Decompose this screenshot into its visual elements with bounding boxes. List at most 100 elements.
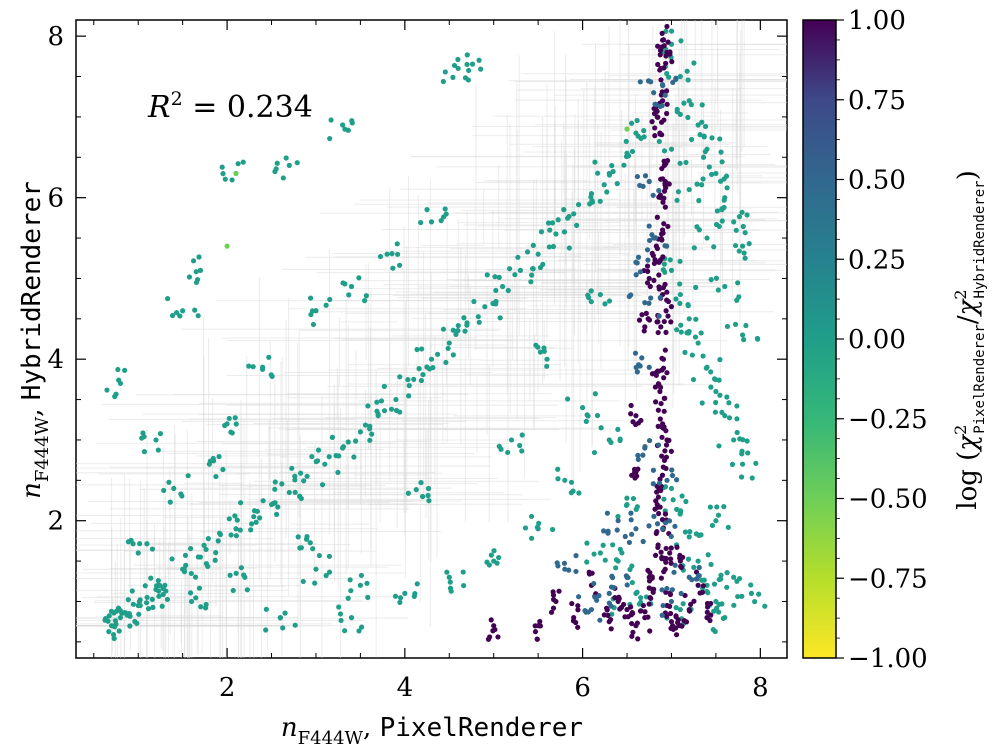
data-point — [629, 148, 636, 155]
data-point — [615, 513, 621, 520]
data-point — [742, 255, 748, 261]
data-point — [662, 92, 668, 98]
data-point — [588, 288, 594, 294]
data-point — [711, 244, 717, 250]
data-point — [678, 329, 684, 335]
data-point — [148, 575, 154, 581]
data-point — [556, 588, 562, 594]
data-point — [488, 552, 494, 558]
colorbar-tick-label: 0.75 — [848, 86, 906, 116]
data-point — [195, 313, 201, 319]
data-point — [714, 208, 720, 214]
data-point — [326, 454, 332, 460]
data-point — [117, 615, 124, 621]
data-point — [222, 422, 228, 429]
data-point — [161, 487, 167, 494]
data-point — [638, 595, 644, 601]
data-point — [651, 513, 657, 519]
data-point — [434, 351, 441, 357]
data-point — [659, 472, 666, 478]
data-point — [188, 570, 194, 577]
data-point — [144, 594, 150, 601]
data-point — [528, 279, 534, 285]
data-point — [440, 326, 447, 332]
data-point — [609, 573, 615, 579]
data-point — [661, 318, 667, 325]
data-point — [444, 569, 450, 575]
data-point — [327, 135, 333, 142]
data-point — [568, 479, 575, 485]
data-point — [301, 478, 307, 484]
data-point — [604, 189, 610, 195]
data-point — [679, 493, 685, 499]
data-point — [345, 595, 351, 601]
data-point — [197, 267, 204, 273]
data-point — [629, 531, 635, 537]
data-point — [660, 602, 666, 609]
data-point — [670, 79, 676, 86]
data-point — [550, 243, 557, 250]
data-point — [461, 582, 467, 589]
data-point — [418, 480, 424, 486]
data-point — [741, 250, 747, 256]
data-point — [566, 567, 572, 573]
data-point — [673, 296, 679, 302]
data-point — [678, 508, 684, 514]
y-tick-label: 4 — [47, 345, 64, 375]
data-point — [597, 550, 603, 556]
data-point — [647, 569, 653, 576]
data-point — [537, 623, 543, 629]
x-tick-label: 8 — [752, 673, 769, 703]
data-point — [678, 590, 684, 597]
data-point — [724, 394, 730, 400]
data-point — [681, 618, 687, 624]
data-point — [735, 280, 741, 286]
data-point — [585, 413, 591, 419]
data-point — [723, 173, 730, 179]
data-point — [490, 628, 496, 634]
data-point — [445, 345, 451, 352]
data-point — [715, 512, 722, 518]
data-point — [625, 574, 631, 581]
data-point — [707, 617, 713, 624]
data-point — [659, 103, 665, 109]
data-point — [645, 268, 651, 274]
data-point — [709, 522, 716, 529]
data-point — [220, 466, 226, 473]
data-point — [656, 313, 662, 319]
data-point — [660, 267, 666, 273]
data-point — [128, 537, 134, 543]
data-point — [680, 554, 686, 560]
data-point — [575, 607, 581, 613]
data-point — [682, 592, 688, 599]
data-point — [665, 223, 671, 230]
data-point — [629, 472, 635, 478]
data-point — [388, 406, 395, 412]
data-point — [282, 610, 288, 616]
data-point — [617, 437, 623, 444]
data-point — [323, 572, 329, 579]
data-point — [691, 245, 697, 251]
data-point — [629, 609, 635, 616]
data-point — [364, 580, 370, 586]
data-point — [201, 542, 207, 548]
data-point — [709, 171, 715, 177]
data-point — [664, 585, 670, 592]
data-point — [601, 182, 607, 188]
data-point — [677, 258, 683, 264]
data-point — [705, 552, 711, 558]
data-point — [595, 170, 601, 176]
data-point — [157, 431, 164, 437]
data-point — [734, 429, 740, 436]
data-point — [628, 292, 634, 298]
data-point — [659, 434, 665, 440]
data-point — [648, 595, 654, 602]
data-point — [704, 588, 710, 595]
data-point — [194, 276, 201, 283]
data-point — [667, 257, 673, 263]
data-point — [658, 119, 665, 125]
data-point — [144, 541, 150, 547]
data-point — [390, 265, 396, 271]
data-point — [166, 479, 172, 485]
data-point — [280, 175, 286, 181]
